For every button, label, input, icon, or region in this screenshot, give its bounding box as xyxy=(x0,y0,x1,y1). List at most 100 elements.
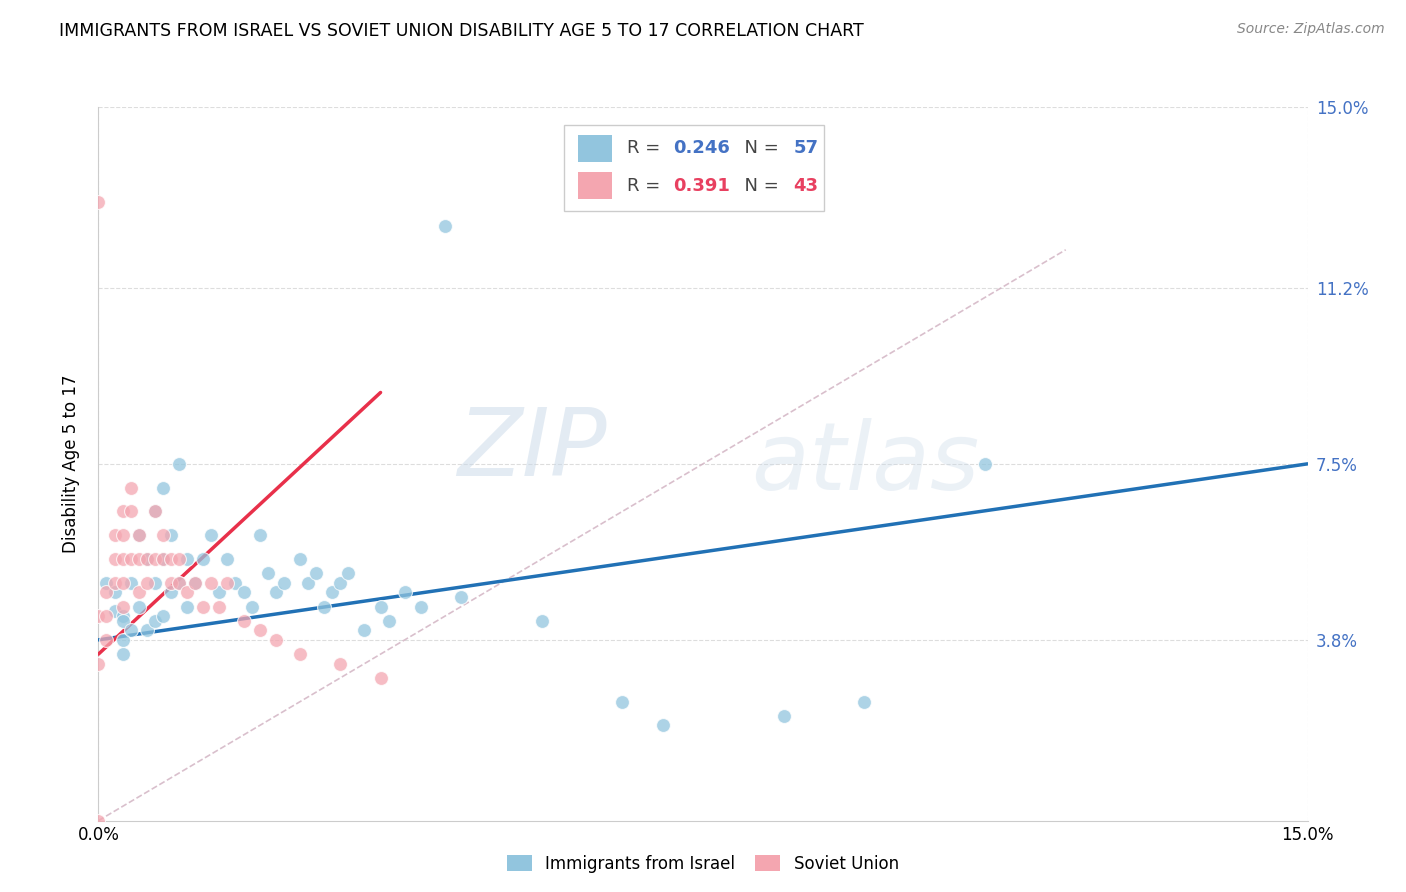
Point xyxy=(240,599,263,614)
Point xyxy=(120,481,142,495)
Point xyxy=(152,481,174,495)
Text: atlas: atlas xyxy=(751,418,980,509)
Point xyxy=(370,599,392,614)
Point xyxy=(176,585,198,599)
Point xyxy=(200,575,222,590)
Point xyxy=(103,585,125,599)
Text: R =: R = xyxy=(627,139,666,157)
Point xyxy=(143,614,166,628)
Point xyxy=(409,599,432,614)
Point xyxy=(143,504,166,518)
Point xyxy=(111,647,134,661)
Point xyxy=(167,552,190,566)
Point xyxy=(128,585,150,599)
Point xyxy=(120,504,142,518)
Point xyxy=(305,566,328,581)
Text: R =: R = xyxy=(627,177,666,194)
Text: 0.246: 0.246 xyxy=(673,139,730,157)
Point xyxy=(128,552,150,566)
Point xyxy=(612,695,634,709)
Point xyxy=(103,575,125,590)
FancyBboxPatch shape xyxy=(578,135,613,162)
Point xyxy=(87,814,110,828)
Point xyxy=(96,585,118,599)
Point xyxy=(143,504,166,518)
Point xyxy=(103,528,125,542)
Point xyxy=(152,528,174,542)
Point xyxy=(224,575,246,590)
Point xyxy=(288,647,311,661)
Point xyxy=(530,614,553,628)
Point xyxy=(143,575,166,590)
Point xyxy=(96,609,118,624)
Point xyxy=(160,528,183,542)
Point xyxy=(321,585,343,599)
Point xyxy=(853,695,876,709)
Point xyxy=(217,552,239,566)
Point xyxy=(120,575,142,590)
Point xyxy=(160,585,183,599)
Legend: Immigrants from Israel, Soviet Union: Immigrants from Israel, Soviet Union xyxy=(501,848,905,880)
Text: 57: 57 xyxy=(794,139,818,157)
Point xyxy=(96,575,118,590)
Point xyxy=(337,566,360,581)
Point xyxy=(128,528,150,542)
Point xyxy=(152,609,174,624)
Point xyxy=(152,552,174,566)
Point xyxy=(135,552,157,566)
Point xyxy=(249,528,271,542)
Point xyxy=(87,657,110,671)
Point xyxy=(232,585,254,599)
Point xyxy=(974,457,997,471)
FancyBboxPatch shape xyxy=(564,125,824,211)
Point xyxy=(111,552,134,566)
Point xyxy=(329,657,352,671)
Point xyxy=(167,575,190,590)
Point xyxy=(394,585,416,599)
Point xyxy=(128,599,150,614)
Point xyxy=(111,504,134,518)
Point xyxy=(193,552,215,566)
Point xyxy=(111,632,134,647)
Point xyxy=(111,575,134,590)
Text: 43: 43 xyxy=(794,177,818,194)
Point xyxy=(184,575,207,590)
Text: 0.391: 0.391 xyxy=(673,177,730,194)
Point xyxy=(120,552,142,566)
Point xyxy=(111,599,134,614)
Point xyxy=(651,718,673,732)
Point xyxy=(208,585,231,599)
Y-axis label: Disability Age 5 to 17: Disability Age 5 to 17 xyxy=(62,375,80,553)
FancyBboxPatch shape xyxy=(578,172,613,199)
Point xyxy=(111,609,134,624)
Point xyxy=(184,575,207,590)
Point xyxy=(176,552,198,566)
Point xyxy=(353,624,375,638)
Point xyxy=(160,552,183,566)
Point xyxy=(232,614,254,628)
Point xyxy=(297,575,319,590)
Point xyxy=(120,624,142,638)
Point xyxy=(450,590,472,604)
Point xyxy=(103,552,125,566)
Point xyxy=(152,552,174,566)
Point xyxy=(135,552,157,566)
Point xyxy=(256,566,278,581)
Point xyxy=(135,624,157,638)
Point xyxy=(96,632,118,647)
Point xyxy=(217,575,239,590)
Point xyxy=(772,709,794,723)
Point xyxy=(167,575,190,590)
Point xyxy=(103,604,125,618)
Point xyxy=(434,219,457,233)
Point xyxy=(314,599,336,614)
Point xyxy=(264,632,287,647)
Point xyxy=(249,624,271,638)
Point xyxy=(193,599,215,614)
Point xyxy=(208,599,231,614)
Point xyxy=(167,457,190,471)
Point xyxy=(135,575,157,590)
Point xyxy=(264,585,287,599)
Point xyxy=(273,575,295,590)
Text: Source: ZipAtlas.com: Source: ZipAtlas.com xyxy=(1237,22,1385,37)
